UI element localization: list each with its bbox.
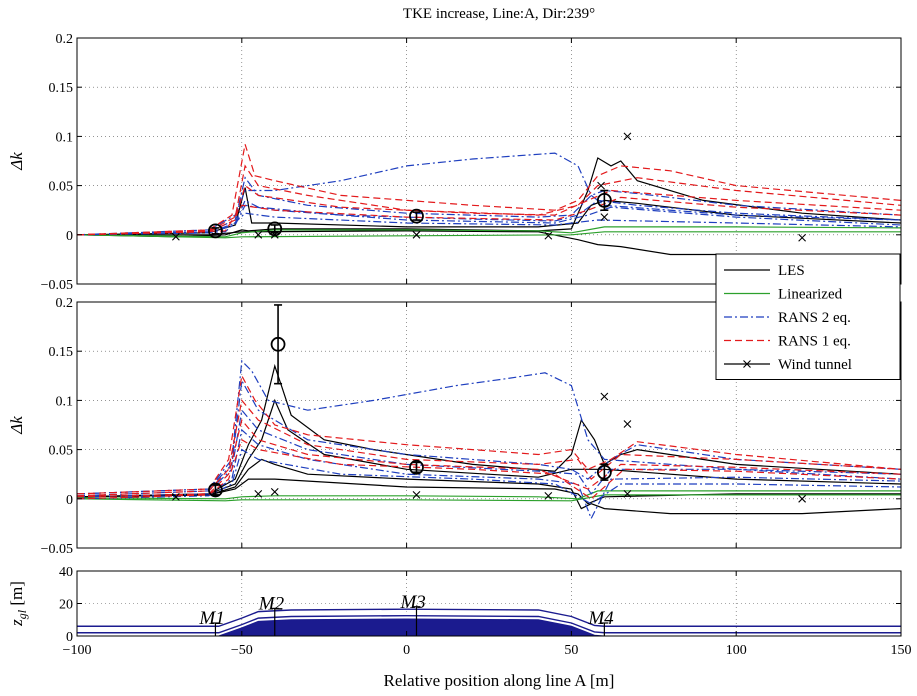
mast-label: M3: [399, 592, 425, 613]
series-line-linearized: [77, 231, 901, 239]
y-axis-label: Δk: [7, 152, 26, 171]
plot-content: [77, 132, 901, 256]
measurement-point: [208, 482, 223, 498]
measurement-point: [596, 464, 612, 480]
y-axis-label-unit: [m]: [7, 581, 26, 610]
y-axis-label: zgl [m]: [7, 581, 29, 627]
wind-tunnel-point: [171, 492, 180, 501]
terrain-offset-line: [77, 614, 901, 634]
wind-tunnel-point: [412, 230, 421, 239]
measurement-point: [267, 221, 283, 237]
x-tick-label: 50: [564, 643, 578, 658]
wind-tunnel-point: [544, 491, 553, 500]
wind-tunnel-point: [798, 233, 807, 242]
y-tick-label: 0.15: [49, 81, 74, 96]
terrain-panel: M1 M2 M3 M4 0 20 40 −100 −50 0 50 100 150 zgl [m]: [7, 565, 912, 658]
y-tick-label: 0: [66, 493, 73, 508]
legend: LES Linearized RANS 2 eq. RANS 1 eq. Wind tu…: [715, 253, 901, 380]
series-line-linearized: [77, 494, 901, 502]
series-line-rans-2-eq-: [77, 428, 901, 520]
x-tick-label: 150: [891, 643, 912, 658]
plot-area: [77, 38, 901, 284]
y-tick-label: 0: [66, 630, 73, 645]
wind-tunnel-point: [171, 232, 180, 241]
legend-entry-label: RANS 1 eq.: [778, 334, 851, 350]
top-panel: −0.05 0 0.05 0.1 0.15 0.2 Δk: [7, 32, 902, 293]
wind-tunnel-point: [254, 230, 263, 239]
wind-tunnel-point: [254, 489, 263, 498]
series-line-rans-1-eq-: [77, 399, 901, 497]
wind-tunnel-point: [623, 132, 632, 141]
plot-frame: [76, 37, 902, 285]
legend-entry-label: LES: [778, 263, 805, 279]
series-line-linearized: [77, 490, 901, 500]
y-tick-label: 0.15: [49, 345, 74, 360]
wind-tunnel-point: [412, 490, 421, 499]
series-line-les: [77, 230, 901, 256]
y-tick-label: 0.1: [56, 130, 74, 145]
y-tick-label: 40: [59, 565, 73, 580]
y-tick-label: 0.05: [49, 444, 74, 459]
y-tick-label: −0.05: [41, 278, 73, 293]
measurement-point: [208, 223, 223, 239]
y-axis-label: Δk: [7, 416, 26, 435]
legend-marker: [743, 360, 751, 368]
terrain-offset-line: [77, 608, 901, 627]
y-tick-label: 0.2: [56, 296, 74, 311]
terrain-offset-line: [77, 611, 901, 631]
legend-entry-label: RANS 2 eq.: [778, 310, 851, 326]
series-line-rans-1-eq-: [77, 164, 901, 236]
series-line-rans-1-eq-: [77, 196, 901, 236]
series-line-rans-2-eq-: [77, 212, 901, 236]
y-tick-label: 0: [66, 229, 73, 244]
wind-tunnel-point: [623, 489, 632, 498]
wind-tunnel-point: [600, 392, 609, 401]
wind-tunnel-point: [600, 213, 609, 221]
series-line-rans-1-eq-: [77, 144, 901, 236]
chart-title: TKE increase, Line:A, Dir:239°: [403, 6, 595, 22]
series-line-linearized: [77, 226, 901, 238]
mast-label: M2: [258, 593, 285, 614]
wind-tunnel-point: [544, 231, 553, 240]
plot-content: [77, 606, 901, 636]
y-tick-label: −0.05: [41, 542, 73, 557]
series-line-rans-2-eq-: [77, 378, 901, 495]
measurement-point: [596, 192, 612, 208]
plot-content: [77, 359, 901, 520]
x-tick-label: −100: [63, 643, 92, 658]
y-tick-label: 0.2: [56, 32, 74, 47]
y-axis-label-main: z: [7, 619, 26, 627]
series-line-rans-1-eq-: [77, 438, 901, 500]
series-line-les: [77, 157, 901, 238]
legend-entry-label: Wind tunnel: [778, 357, 852, 373]
legend-entry-label: Linearized: [778, 287, 843, 303]
series-line-les: [77, 478, 901, 505]
wind-tunnel-point: [798, 494, 807, 503]
terrain-area: [77, 618, 901, 636]
series-line-rans-1-eq-: [77, 418, 901, 498]
wind-tunnel-point: [270, 488, 279, 496]
x-tick-label: 100: [726, 643, 747, 658]
x-axis-label: Relative position along line A [m]: [384, 671, 615, 690]
measurement-point: [270, 336, 286, 352]
series-line-les: [77, 458, 901, 515]
y-tick-label: 0.1: [56, 394, 74, 409]
plot-frame: [76, 301, 902, 549]
wind-tunnel-point: [623, 420, 632, 428]
wind-tunnel-point: [597, 181, 605, 190]
measurement-point: [409, 208, 424, 224]
y-tick-label: 0.05: [49, 180, 74, 195]
series-line-rans-1-eq-: [77, 373, 901, 495]
y-tick-label: 20: [59, 598, 73, 613]
measurement-point: [409, 459, 424, 475]
x-tick-label: −50: [231, 643, 253, 658]
mast-label: M1: [198, 608, 224, 629]
series-line-rans-2-eq-: [77, 204, 901, 236]
x-tick-label: 0: [403, 643, 410, 658]
series-line-rans-2-eq-: [77, 359, 901, 495]
mast-label: M4: [587, 608, 614, 629]
y-axis-label-sub: gl: [15, 609, 29, 619]
